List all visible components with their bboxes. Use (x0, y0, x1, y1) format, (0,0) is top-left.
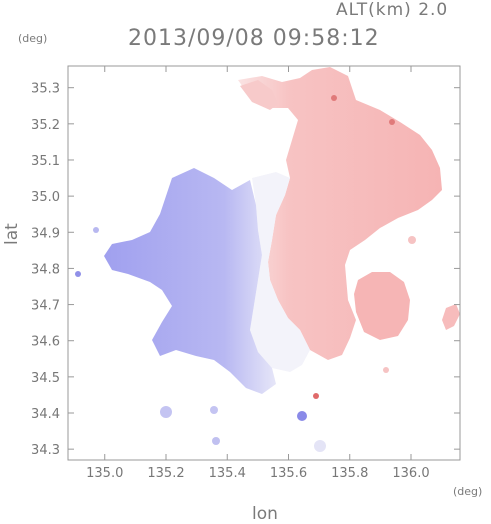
altitude-label: ALT(km) 2.0 (336, 0, 449, 20)
lat-tick-label: 35.3 (31, 82, 60, 97)
echo-fragment (212, 437, 220, 445)
lat-tick-label: 34.5 (31, 371, 60, 386)
echo-fragment (93, 227, 99, 233)
plot-frame (67, 65, 461, 461)
lat-tick-label: 35.0 (31, 190, 60, 205)
lat-tick-label: 34.8 (31, 262, 60, 277)
lat-tick-label: 34.3 (31, 443, 60, 458)
echo-fragment (314, 440, 326, 452)
negative-velocity-region (104, 168, 276, 394)
lat-tick-label: 34.9 (31, 226, 60, 241)
echo-fragment (313, 393, 319, 399)
echo-regions (75, 67, 460, 452)
north-cell (240, 80, 278, 110)
lon-tick-label: 135.6 (270, 466, 307, 481)
x-axis-label: lon (252, 504, 278, 524)
lat-tick-label: 35.1 (31, 154, 60, 169)
lon-tick-group: 135.0 135.2 135.4 135.6 135.8 136.0 (86, 66, 430, 481)
east-cell (354, 272, 410, 340)
lon-tick-label: 135.8 (331, 466, 368, 481)
lon-tick-label: 136.0 (392, 466, 429, 481)
lat-tick-group: 35.3 35.2 35.1 35.0 34.9 34.8 34.7 34.6 34.5 34.4… (31, 82, 460, 458)
positive-velocity-region (238, 67, 442, 360)
echo-fragment (210, 406, 218, 414)
echo-fragment (75, 271, 81, 277)
y-axis-unit: (deg) (18, 32, 48, 45)
lon-tick-label: 135.4 (209, 466, 246, 481)
far-east-cell (442, 304, 460, 330)
echo-fragment (408, 236, 416, 244)
echo-fragment (389, 119, 395, 125)
timestamp: 2013/09/08 09:58:12 (128, 26, 380, 51)
x-axis-unit: (deg) (453, 485, 483, 498)
echo-fragment (383, 367, 389, 373)
lat-tick-label: 35.2 (31, 118, 60, 133)
echo-fragment (160, 406, 172, 418)
zero-velocity-band (250, 172, 310, 372)
lat-tick-label: 34.4 (31, 407, 60, 422)
echo-fragment (297, 411, 307, 421)
lat-tick-label: 34.7 (31, 299, 60, 314)
lon-tick-label: 135.2 (147, 466, 184, 481)
echo-fragment (331, 95, 337, 101)
lon-tick-label: 135.0 (86, 466, 123, 481)
lat-tick-label: 34.6 (31, 335, 60, 350)
